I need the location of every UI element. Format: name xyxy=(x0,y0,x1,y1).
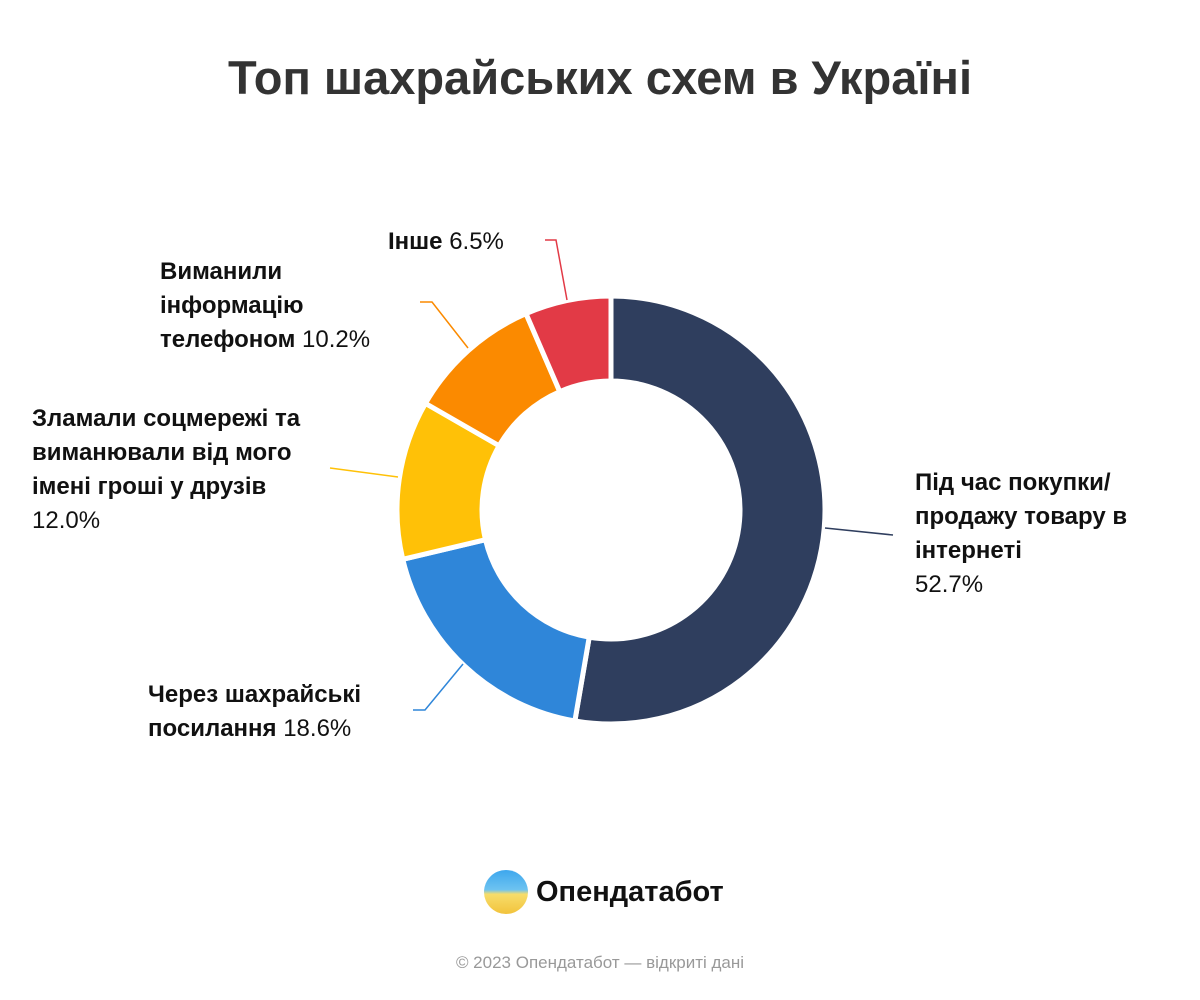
donut-slice-1 xyxy=(400,537,592,724)
chart-title: Топ шахрайських схем в Україні xyxy=(227,51,972,104)
leader-line-other xyxy=(545,239,568,301)
footer-copyright: © 2023 Опендатабот — відкриті дані xyxy=(455,953,745,972)
leader-line-phone xyxy=(420,301,469,349)
slice-label-online-trade: Під час покупки/продажу товару в інтерне… xyxy=(915,469,1128,598)
donut-slice-4 xyxy=(523,293,614,395)
slice-label-social: Зламали соцмережі та виманювали від мого… xyxy=(32,405,301,534)
leader-line-links xyxy=(413,663,464,711)
slice-label-phone: Виманили інформацію телефоном 10.2% xyxy=(160,258,371,353)
leader-line-online-trade xyxy=(824,527,894,536)
slice-label-other: Інше 6.5% xyxy=(388,228,504,255)
leader-line-social xyxy=(329,467,399,478)
brand-name: Опендатабот xyxy=(536,875,724,908)
brand-logo: Опендатабот xyxy=(484,870,724,914)
slice-label-links: Через шахрайські посилання 18.6% xyxy=(148,681,362,742)
donut-slice-0 xyxy=(572,293,828,727)
logo-icon xyxy=(484,870,528,914)
